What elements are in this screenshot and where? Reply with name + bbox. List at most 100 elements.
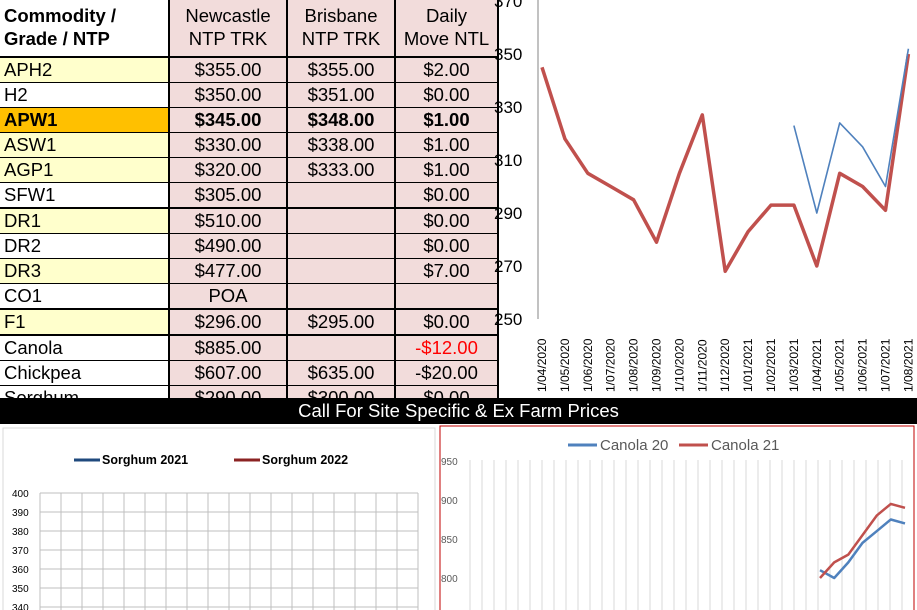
brisbane-price-cell xyxy=(287,335,396,361)
y-tick-label: 360 xyxy=(12,565,29,576)
brisbane-price-cell: $351.00 xyxy=(287,82,396,108)
daily-move-cell: $0.00 xyxy=(395,233,499,259)
brisbane-price-cell: $295.00 xyxy=(287,309,396,335)
daily-move-cell: $1.00 xyxy=(395,157,499,183)
table-row: SFW1 $305.00 $0.00 xyxy=(0,182,499,208)
brisbane-price-cell: $333.00 xyxy=(287,157,396,183)
canola-chart-frame xyxy=(439,425,915,610)
y-tick-label: 390 xyxy=(12,508,29,519)
x-tick-label: 1/08/2021 xyxy=(901,338,915,392)
brisbane-price-cell xyxy=(287,258,396,284)
newcastle-price-cell: $477.00 xyxy=(169,258,288,284)
header-newcastle: Newcastle NTP TRK xyxy=(169,0,288,57)
table-row: DR3 $477.00 $7.00 xyxy=(0,258,499,284)
newcastle-price-cell: $355.00 xyxy=(169,57,288,83)
call-banner: Call For Site Specific & Ex Farm Prices xyxy=(0,398,917,424)
x-tick-label: 1/04/2021 xyxy=(810,338,824,392)
y-tick-label: 900 xyxy=(441,496,458,507)
daily-move-cell: $1.00 xyxy=(395,132,499,158)
table-row: APH2 $355.00 $355.00 $2.00 xyxy=(0,57,499,83)
newcastle-price-cell: $345.00 xyxy=(169,107,288,133)
canola-21-line xyxy=(819,502,906,579)
x-tick-label: 1/06/2021 xyxy=(856,338,870,392)
y-tick-label: 290 xyxy=(494,204,522,223)
newcastle-price-cell: $350.00 xyxy=(169,82,288,108)
newcastle-price-cell: $607.00 xyxy=(169,360,288,386)
y-tick-label: 270 xyxy=(494,257,522,276)
daily-move-cell: -$20.00 xyxy=(395,360,499,386)
grade-cell: H2 xyxy=(0,82,170,108)
table-row: DR2 $490.00 $0.00 xyxy=(0,233,499,259)
header-brisbane: Brisbane NTP TRK xyxy=(287,0,396,57)
x-tick-label: 1/03/2021 xyxy=(787,338,801,392)
x-tick-label: 1/09/2020 xyxy=(650,338,664,392)
wheat-series-red-line xyxy=(540,53,911,274)
newcastle-price-cell: POA xyxy=(169,283,288,309)
x-tick-label: 1/04/2020 xyxy=(535,338,549,392)
table-row: Canola $885.00 -$12.00 xyxy=(0,335,499,361)
x-tick-label: 1/01/2021 xyxy=(741,338,755,392)
legend-canola-21: Canola 21 xyxy=(711,437,779,454)
x-tick-label: 1/12/2020 xyxy=(718,338,732,392)
x-tick-label: 1/07/2020 xyxy=(604,338,618,392)
newcastle-price-cell: $885.00 xyxy=(169,335,288,361)
x-tick-label: 1/05/2021 xyxy=(833,338,847,392)
table-row: H2 $350.00 $351.00 $0.00 xyxy=(0,82,499,108)
table-row: ASW1 $330.00 $338.00 $1.00 xyxy=(0,132,499,158)
y-tick-label: 950 xyxy=(441,457,458,468)
y-tick-label: 310 xyxy=(494,151,522,170)
grade-cell: F1 xyxy=(0,309,170,335)
x-tick-label: 1/08/2020 xyxy=(627,338,641,392)
y-tick-label: 250 xyxy=(494,310,522,329)
newcastle-price-cell: $305.00 xyxy=(169,182,288,208)
y-tick-label: 380 xyxy=(12,527,29,538)
brisbane-price-cell: $348.00 xyxy=(287,107,396,133)
newcastle-price-cell: $330.00 xyxy=(169,132,288,158)
x-tick-label: 1/11/2020 xyxy=(695,339,709,392)
table-row: Chickpea $607.00 $635.00 -$20.00 xyxy=(0,360,499,386)
grade-cell: APW1 xyxy=(0,107,170,133)
grade-cell: CO1 xyxy=(0,283,170,309)
daily-move-cell: $0.00 xyxy=(395,182,499,208)
daily-move-cell: $2.00 xyxy=(395,57,499,83)
sorghum-chart-frame xyxy=(2,427,436,610)
y-tick-label: 330 xyxy=(494,98,522,117)
brisbane-price-cell xyxy=(287,208,396,234)
newcastle-price-cell: $510.00 xyxy=(169,208,288,234)
legend-sorghum-2022: Sorghum 2022 xyxy=(262,453,348,467)
daily-move-cell: $1.00 xyxy=(395,107,499,133)
daily-move-cell: $0.00 xyxy=(395,82,499,108)
y-tick-label: 350 xyxy=(12,584,29,595)
grade-cell: DR3 xyxy=(0,258,170,284)
grade-cell: ASW1 xyxy=(0,132,170,158)
header-daily-move: Daily Move NTL xyxy=(395,0,499,57)
y-tick-label: 800 xyxy=(441,574,458,585)
brisbane-price-cell: $635.00 xyxy=(287,360,396,386)
daily-move-cell: $0.00 xyxy=(395,208,499,234)
newcastle-price-cell: $490.00 xyxy=(169,233,288,259)
grade-cell: DR2 xyxy=(0,233,170,259)
brisbane-price-cell xyxy=(287,182,396,208)
table-row: APW1 $345.00 $348.00 $1.00 xyxy=(0,107,499,133)
wheat-price-chart: 250 270 290 310 330 350 370 1/04/2020 1/05/2020… xyxy=(494,0,915,392)
brisbane-price-cell: $355.00 xyxy=(287,57,396,83)
brisbane-price-cell: $338.00 xyxy=(287,132,396,158)
newcastle-price-cell: $320.00 xyxy=(169,157,288,183)
newcastle-price-cell: $296.00 xyxy=(169,309,288,335)
wheat-series-blue-line xyxy=(793,48,910,214)
y-tick-label: 850 xyxy=(441,535,458,546)
daily-move-cell: -$12.00 xyxy=(395,335,499,361)
brisbane-price-cell xyxy=(287,283,396,309)
table-row: AGP1 $320.00 $333.00 $1.00 xyxy=(0,157,499,183)
y-tick-label: 370 xyxy=(494,0,522,11)
y-tick-label: 350 xyxy=(494,45,522,64)
header-commodity: Commodity / Grade / NTP xyxy=(0,0,170,57)
grade-cell: DR1 xyxy=(0,208,170,234)
grade-cell: Chickpea xyxy=(0,360,170,386)
table-header-row: Commodity / Grade / NTP Newcastle NTP TRK … xyxy=(0,0,499,57)
x-tick-label: 1/10/2020 xyxy=(672,338,686,392)
y-tick-label: 370 xyxy=(12,546,29,557)
x-tick-label: 1/05/2020 xyxy=(558,338,572,392)
table-row: F1 $296.00 $295.00 $0.00 xyxy=(0,309,499,335)
x-tick-label: 1/02/2021 xyxy=(764,338,778,392)
